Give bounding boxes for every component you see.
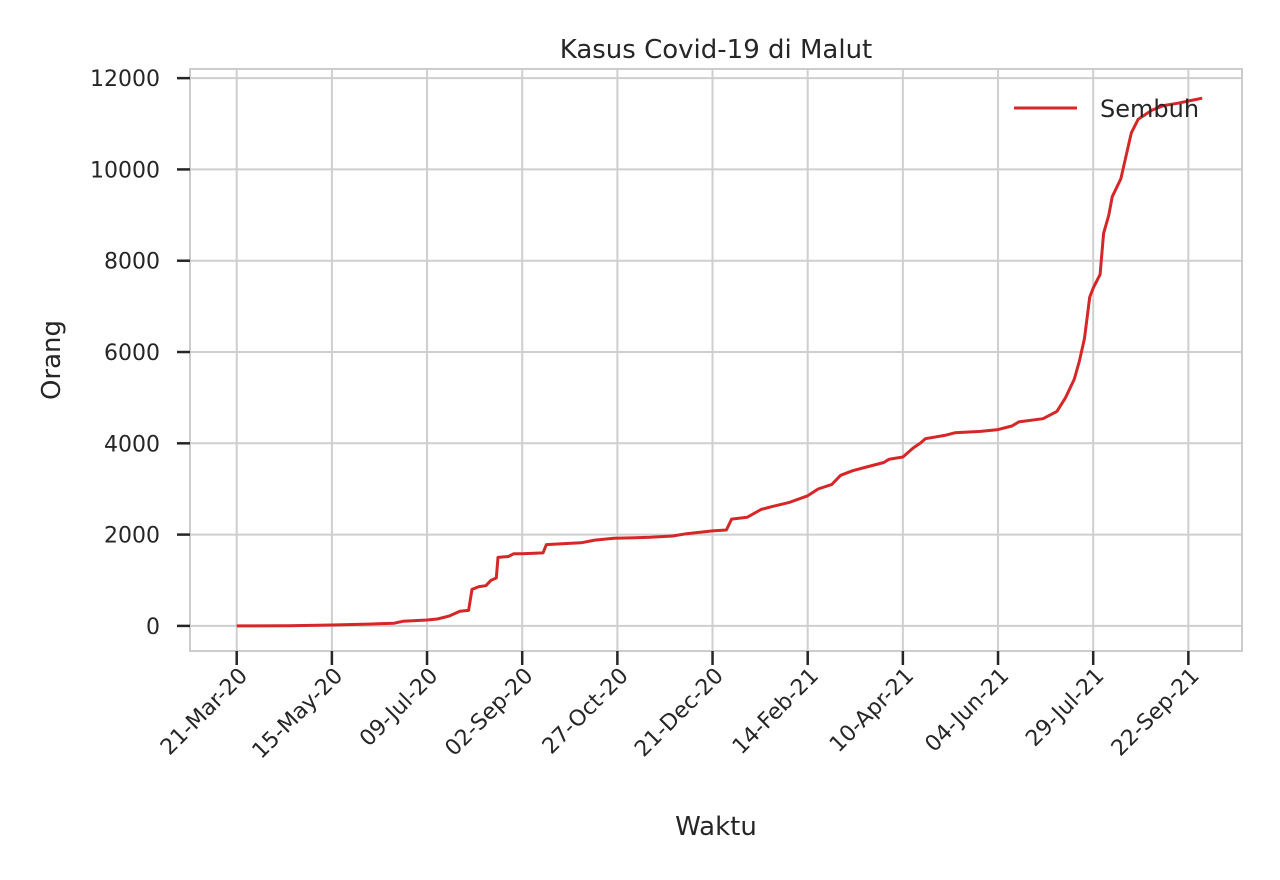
x-tick-label: 04-Jun-21 — [921, 664, 1015, 758]
legend-label-sembuh: Sembuh — [1100, 95, 1199, 123]
x-tick-label: 09-Jul-20 — [355, 664, 443, 752]
x-tick-label: 27-Oct-20 — [538, 664, 634, 760]
grid-lines — [190, 69, 1242, 651]
chart-title: Kasus Covid-19 di Malut — [560, 35, 873, 65]
axis-ticks: 0 2000 4000 6000 8000 10000 12000 21-Mar-2015-M… — [90, 67, 1205, 764]
x-tick-label: 29-Jul-21 — [1021, 664, 1109, 752]
y-tick-label: 12000 — [90, 67, 160, 92]
series-line-sembuh — [236, 96, 1203, 628]
legend: Sembuh — [1014, 95, 1199, 123]
x-tick-label: 10-Apr-21 — [825, 664, 919, 758]
y-axis-label: Orang — [37, 320, 67, 400]
y-tick-label: 4000 — [104, 432, 160, 457]
y-tick-label: 6000 — [104, 341, 160, 366]
x-tick-label: 21-Dec-20 — [630, 664, 729, 763]
y-tick-label: 2000 — [104, 524, 160, 549]
x-tick-label: 22-Sep-21 — [1107, 664, 1205, 762]
y-tick-label: 10000 — [90, 158, 160, 183]
x-axis-label: Waktu — [675, 812, 757, 842]
y-tick-label: 0 — [146, 615, 160, 640]
x-tick-label: 02-Sep-20 — [441, 664, 539, 762]
x-tick-label: 14-Feb-21 — [728, 664, 824, 760]
x-tick-label: 21-Mar-20 — [156, 664, 253, 761]
x-tick-label: 15-May-20 — [248, 664, 348, 764]
series-layer — [236, 96, 1203, 628]
plot-area-frame — [189, 68, 1243, 652]
y-tick-label: 8000 — [104, 250, 160, 275]
